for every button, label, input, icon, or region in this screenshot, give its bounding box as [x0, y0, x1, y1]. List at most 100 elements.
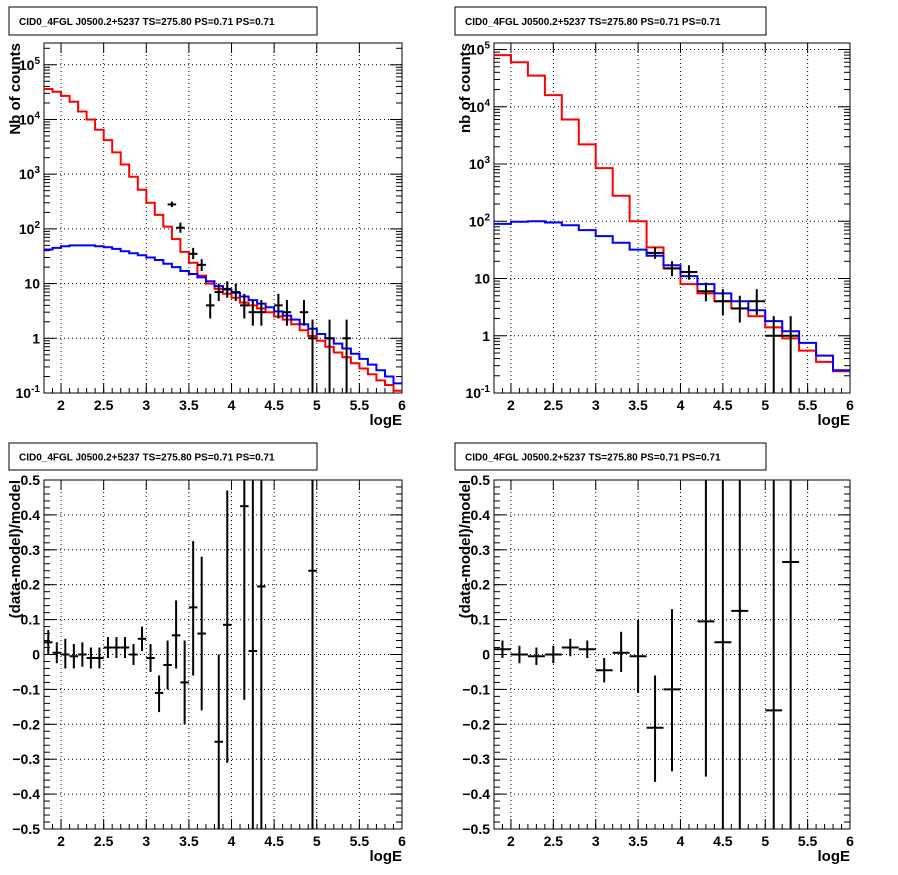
x-tick-label: 4: [228, 397, 236, 413]
y-tick-label: −0.1: [462, 681, 490, 697]
data-point: [561, 638, 579, 657]
y-tick-label: 104: [469, 98, 491, 115]
data-point: [765, 480, 783, 829]
data-point: [257, 480, 266, 829]
chart-title: CID0_4FGL J0500.2+5237 TS=275.80 PS=0.71…: [19, 17, 275, 28]
plot-area: [44, 480, 317, 829]
data-point: [167, 201, 177, 208]
data-point: [325, 319, 334, 393]
x-tick-label: 2: [57, 397, 65, 413]
y-tick-label: 102: [469, 212, 491, 229]
y-tick-label: 0.2: [471, 577, 491, 593]
chart-title-box: [8, 6, 318, 36]
y-tick-label: 10: [474, 271, 490, 287]
data-point: [52, 642, 62, 664]
y-tick-label: −0.5: [12, 821, 40, 837]
data-point: [231, 283, 241, 302]
plot-area: [494, 480, 800, 829]
x-tick-label: 3.5: [628, 833, 648, 849]
x-tick-label: 2.5: [544, 833, 564, 849]
x-tick-label: 3.5: [628, 397, 648, 413]
data-point: [731, 295, 749, 323]
counts-right-panel: CID0_4FGL J0500.2+5237 TS=275.80 PS=0.71…: [454, 6, 854, 429]
data-point: [646, 247, 664, 259]
data-point: [223, 490, 232, 763]
y-tick-label: 0.4: [471, 507, 491, 523]
data-point: [176, 222, 185, 233]
counts-left-panel: CID0_4FGL J0500.2+5237 TS=275.80 PS=0.71…: [7, 6, 406, 429]
y-tick-label: 0: [482, 647, 490, 663]
data-point: [197, 556, 206, 711]
data-point: [299, 300, 309, 326]
data-point: [86, 647, 96, 669]
x-axis-label: logE: [818, 412, 851, 429]
data-point: [248, 480, 258, 829]
y-tick-label: −0.2: [462, 716, 490, 732]
x-tick-label: 5: [313, 833, 321, 849]
x-tick-label: 5.5: [350, 397, 370, 413]
data-point: [197, 259, 206, 271]
y-axis-label: nb of counts: [457, 43, 474, 133]
y-tick-label: 0.3: [21, 542, 41, 558]
chart-title: CID0_4FGL J0500.2+5237 TS=275.80 PS=0.71…: [19, 453, 275, 464]
x-tick-label: 4: [228, 833, 236, 849]
y-tick-label: 104: [19, 110, 41, 127]
y-tick-label: 10-1: [16, 384, 41, 401]
data-point: [308, 480, 317, 829]
data-point: [612, 631, 630, 672]
y-tick-label: 10: [24, 276, 40, 292]
data-point: [731, 480, 749, 829]
data-point: [342, 319, 351, 393]
y-axis-label: (data-model)/model: [457, 480, 474, 618]
x-tick-label: 2: [507, 833, 515, 849]
data-point: [69, 644, 79, 669]
x-tick-label: 2: [507, 397, 515, 413]
x-tick-label: 6: [846, 397, 854, 413]
data-point: [510, 645, 528, 664]
data-point: [240, 480, 249, 700]
x-tick-label: 3: [142, 397, 150, 413]
data-point: [214, 654, 223, 829]
data-point: [595, 657, 613, 683]
data-point: [646, 675, 664, 782]
data-point: [578, 640, 596, 658]
x-tick-label: 5.5: [798, 397, 818, 413]
y-tick-label: −0.1: [12, 681, 40, 697]
model-source-step-line: [44, 244, 402, 385]
data-point: [154, 675, 164, 713]
chart-title: CID0_4FGL J0500.2+5237 TS=275.80 PS=0.71…: [465, 453, 721, 464]
y-tick-label: 0.2: [21, 577, 41, 593]
x-axis-label: logE: [370, 848, 403, 865]
chart-title-box: [454, 442, 767, 471]
x-tick-label: 5.5: [798, 833, 818, 849]
chart-title: CID0_4FGL J0500.2+5237 TS=275.80 PS=0.71…: [465, 17, 721, 28]
y-tick-label: 102: [19, 220, 41, 237]
data-point: [61, 638, 70, 669]
x-tick-label: 5.5: [350, 833, 370, 849]
y-tick-label: 0.1: [21, 612, 41, 628]
plot-frame: [43, 42, 403, 394]
y-tick-label: 10-1: [466, 384, 491, 401]
y-tick-label: 0.1: [471, 612, 491, 628]
data-point: [163, 640, 172, 690]
data-point: [103, 637, 113, 658]
model-total-step-line: [494, 54, 850, 373]
data-point: [137, 626, 147, 652]
y-tick-label: −0.4: [462, 786, 490, 802]
data-point: [171, 600, 181, 669]
data-point: [782, 316, 800, 393]
y-tick-label: −0.4: [12, 786, 40, 802]
residuals-left-panel: CID0_4FGL J0500.2+5237 TS=275.80 PS=0.71…: [7, 442, 406, 865]
data-point: [748, 289, 766, 316]
y-tick-label: −0.3: [462, 751, 490, 767]
data-point: [629, 619, 647, 693]
data-point: [223, 281, 232, 298]
chart-title-box: [8, 442, 318, 471]
data-point: [95, 647, 104, 669]
data-point: [129, 644, 138, 665]
data-point: [188, 247, 198, 260]
y-axis-label: (data-model)/model: [7, 480, 24, 618]
data-point: [782, 480, 800, 829]
y-tick-label: 0: [32, 647, 40, 663]
data-point: [205, 293, 215, 319]
